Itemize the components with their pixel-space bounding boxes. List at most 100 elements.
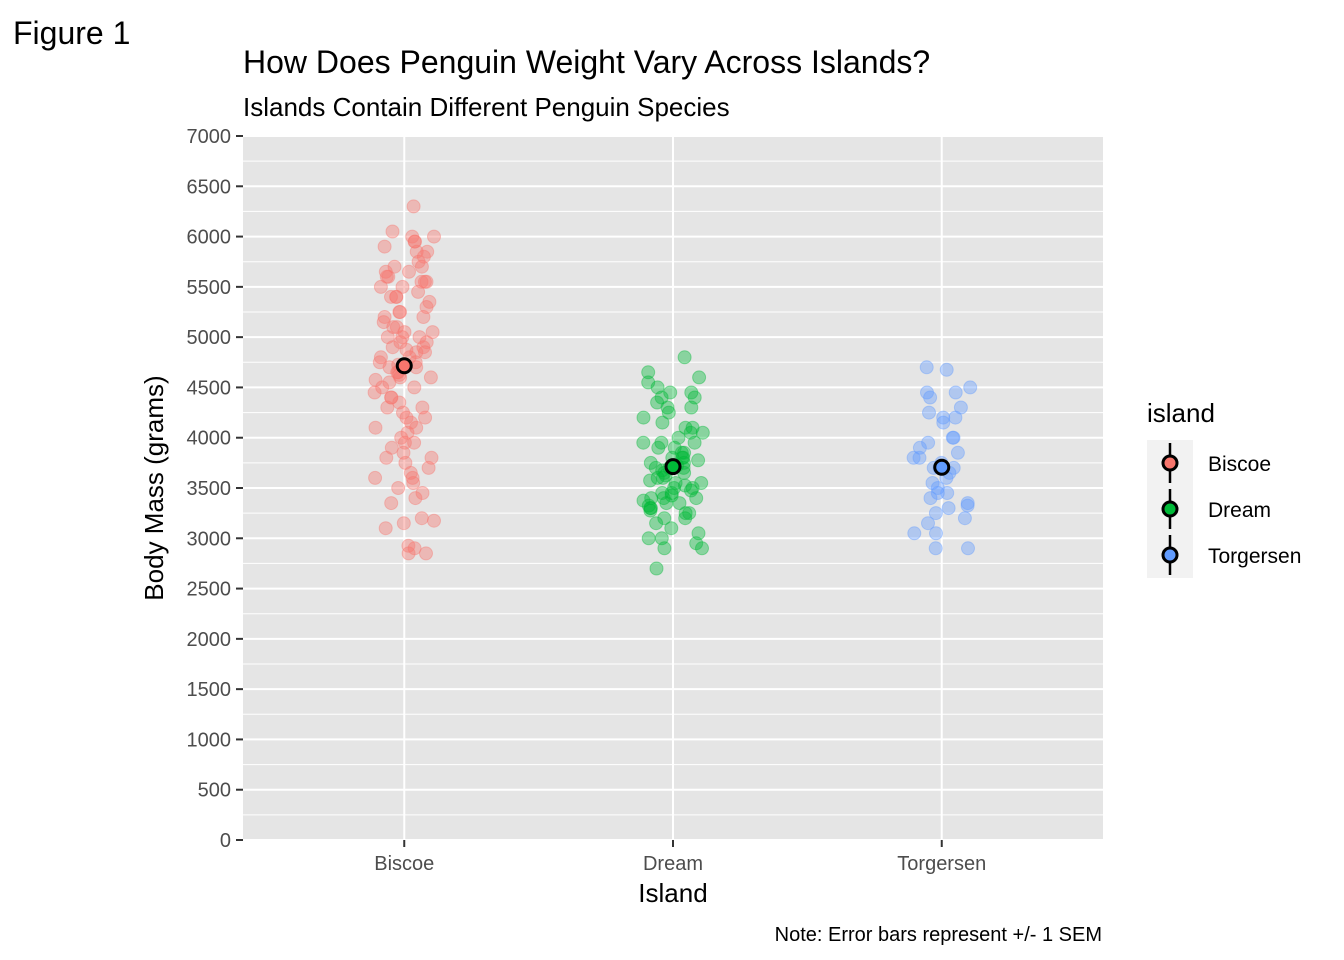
data-point	[384, 440, 399, 455]
chart-title: How Does Penguin Weight Vary Across Isla…	[243, 44, 930, 80]
data-point	[664, 521, 679, 536]
data-point	[372, 355, 387, 370]
data-point	[957, 511, 972, 526]
data-point	[930, 481, 945, 495]
y-tick-label: 6000	[187, 227, 232, 249]
data-point	[382, 375, 397, 390]
data-point	[421, 460, 436, 475]
data-point	[641, 498, 656, 513]
data-point	[664, 486, 679, 500]
data-point	[678, 420, 693, 435]
data-point	[402, 264, 416, 279]
data-point	[936, 415, 951, 430]
data-point	[660, 400, 675, 415]
legend-label: Biscoe	[1208, 453, 1271, 476]
data-point	[392, 305, 407, 319]
data-point	[416, 340, 431, 355]
data-point	[921, 435, 936, 450]
data-point	[389, 289, 404, 304]
data-point	[404, 415, 418, 430]
legend-key-point	[1161, 546, 1179, 564]
data-points	[367, 199, 978, 576]
data-point	[948, 385, 963, 400]
data-point	[678, 511, 693, 526]
chart-subtitle: Islands Contain Different Penguin Specie…	[243, 92, 730, 122]
data-point	[650, 380, 665, 395]
data-point	[375, 380, 390, 395]
data-point	[368, 372, 383, 387]
data-point	[641, 365, 656, 380]
data-point	[936, 410, 951, 425]
y-tick-label: 4000	[187, 428, 232, 450]
data-point	[941, 501, 956, 516]
data-point	[412, 330, 427, 345]
data-point	[649, 516, 664, 531]
data-point	[945, 430, 960, 445]
data-point	[683, 425, 698, 440]
y-tick-label: 500	[198, 780, 231, 802]
data-point	[920, 385, 934, 400]
mean-point	[664, 458, 682, 476]
data-point	[667, 481, 682, 495]
data-point	[385, 340, 400, 355]
y-tick-label: 1500	[187, 679, 232, 701]
data-point	[925, 476, 940, 490]
data-point	[654, 531, 669, 546]
data-point	[946, 430, 961, 445]
data-point	[407, 435, 422, 450]
chart-caption: Note: Error bars represent +/- 1 SEM	[775, 924, 1102, 946]
y-tick-label: 3500	[187, 478, 232, 500]
data-point	[411, 254, 426, 269]
data-point	[411, 284, 426, 299]
y-axis-title: Body Mass (grams)	[139, 375, 169, 600]
data-point	[655, 486, 670, 500]
data-point	[923, 491, 938, 506]
data-point	[423, 370, 438, 385]
data-point	[929, 526, 943, 541]
data-point	[643, 503, 658, 518]
data-point	[677, 445, 692, 460]
data-point	[928, 541, 943, 556]
data-point	[682, 506, 697, 521]
data-point	[419, 335, 434, 350]
y-tick-label: 0	[220, 830, 231, 852]
data-point	[400, 425, 415, 440]
data-point	[948, 410, 963, 425]
data-point	[403, 465, 418, 480]
legend-key-point	[1161, 454, 1179, 472]
data-point	[380, 330, 395, 345]
data-point	[960, 496, 975, 511]
data-point	[422, 294, 437, 309]
data-point	[636, 493, 651, 508]
data-point	[420, 244, 435, 259]
x-axis: Biscoe Dream Torgersen	[374, 840, 986, 875]
data-point	[684, 483, 698, 498]
legend-title: island	[1147, 398, 1215, 428]
x-axis-title: Island	[638, 878, 707, 908]
data-point	[659, 496, 674, 511]
data-point	[392, 395, 407, 410]
data-point	[407, 380, 422, 395]
data-point	[960, 498, 975, 513]
data-point	[906, 450, 921, 465]
y-tick-label: 1000	[187, 729, 232, 751]
data-point	[407, 541, 422, 556]
data-point	[377, 239, 392, 254]
data-point	[921, 516, 935, 531]
y-tick-label: 6500	[187, 176, 232, 198]
data-point	[378, 521, 393, 536]
data-point	[373, 350, 388, 365]
data-point	[367, 385, 382, 400]
data-point	[414, 259, 429, 274]
x-tick-label: Torgersen	[897, 853, 986, 875]
data-point	[415, 400, 430, 415]
data-point	[393, 305, 407, 319]
data-point	[408, 491, 423, 506]
data-point	[656, 491, 671, 506]
data-point	[379, 269, 394, 284]
legend-key-point	[1161, 500, 1179, 518]
data-point	[953, 400, 968, 415]
data-point	[961, 541, 975, 556]
data-point	[907, 526, 922, 541]
